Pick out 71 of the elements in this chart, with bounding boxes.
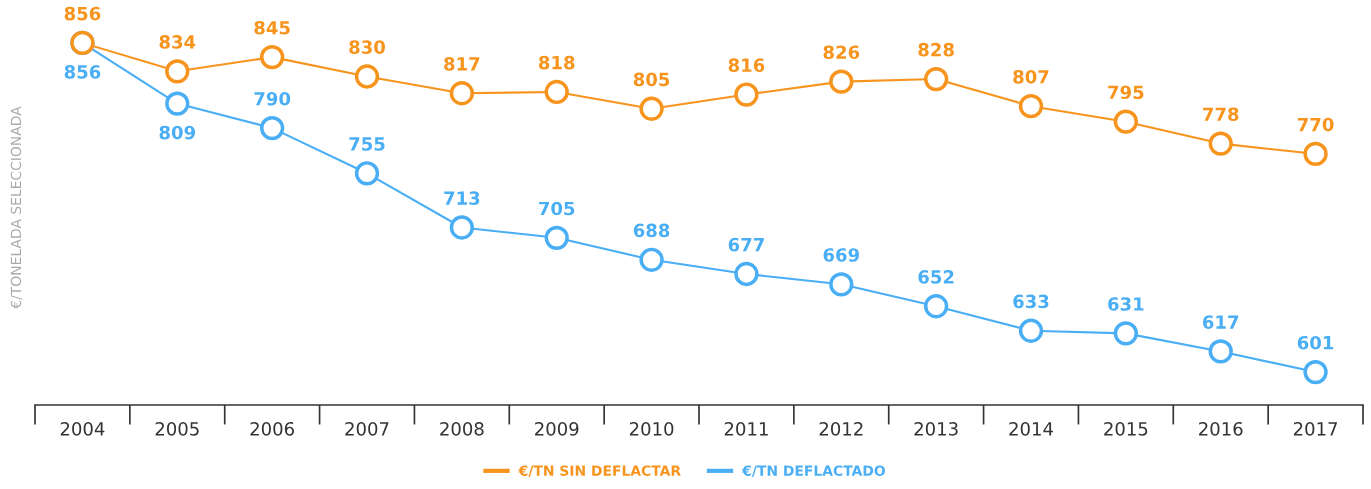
data-label: 652 xyxy=(918,270,954,284)
legend-label: €/TN DEFLACTADO xyxy=(741,465,885,478)
point xyxy=(734,261,759,287)
data-label: 856 xyxy=(64,6,101,21)
data-label: 669 xyxy=(823,248,859,262)
x-tick-label: 2013 xyxy=(914,421,958,436)
x-tick-label: 2017 xyxy=(1293,421,1337,436)
x-tick-label: 2005 xyxy=(155,421,199,436)
point xyxy=(544,79,569,105)
point xyxy=(1018,94,1044,119)
point xyxy=(639,96,664,121)
point xyxy=(829,272,854,297)
point xyxy=(1113,109,1139,134)
data-label: 807 xyxy=(1013,69,1049,84)
data-label: 790 xyxy=(254,91,291,106)
data-label: 705 xyxy=(539,201,575,216)
data-label: 834 xyxy=(159,35,196,49)
data-label: 816 xyxy=(728,58,765,73)
data-label: 778 xyxy=(1203,107,1239,122)
x-tick-label: 2011 xyxy=(724,421,768,436)
data-label: 856 xyxy=(64,65,101,79)
point xyxy=(923,294,949,319)
data-label: 826 xyxy=(823,45,860,60)
point xyxy=(449,81,475,106)
x-tick-label: 2010 xyxy=(629,421,674,436)
point xyxy=(923,66,949,92)
data-label: 633 xyxy=(1013,294,1049,309)
x-tick-label: 2007 xyxy=(345,421,389,436)
x-tick-label: 2015 xyxy=(1104,421,1148,436)
data-label: 677 xyxy=(728,237,764,252)
x-tick-label: 2006 xyxy=(250,421,294,436)
data-label: 617 xyxy=(1202,315,1239,329)
data-label: 755 xyxy=(349,137,385,151)
x-tick-label: 2014 xyxy=(1009,421,1053,436)
data-label: 631 xyxy=(1108,297,1144,311)
point xyxy=(829,69,854,94)
point xyxy=(259,44,285,70)
data-label: 809 xyxy=(159,125,195,140)
data-label: 828 xyxy=(918,42,954,57)
data-label: 817 xyxy=(444,57,480,71)
point xyxy=(354,161,380,186)
data-label: 818 xyxy=(538,55,575,70)
point xyxy=(734,82,759,107)
data-label: 601 xyxy=(1297,335,1334,350)
point xyxy=(165,91,190,116)
point xyxy=(449,215,475,240)
point xyxy=(354,64,380,89)
data-label: 795 xyxy=(1108,85,1144,100)
x-tick-label: 2008 xyxy=(440,421,484,436)
point xyxy=(1208,131,1233,156)
data-label: 688 xyxy=(633,223,670,238)
x-tick-label: 2009 xyxy=(535,421,579,436)
data-label: 830 xyxy=(349,40,385,54)
data-label: 805 xyxy=(633,72,670,87)
point xyxy=(259,115,285,141)
data-label: 770 xyxy=(1297,117,1334,132)
data-label: 845 xyxy=(254,20,290,35)
point xyxy=(1208,339,1233,364)
point xyxy=(165,59,190,84)
data-label: 713 xyxy=(444,191,480,205)
point xyxy=(1113,321,1139,346)
point xyxy=(1018,318,1044,343)
x-tick-label: 2016 xyxy=(1199,421,1243,436)
x-tick-label: 2004 xyxy=(60,421,105,436)
point xyxy=(639,247,664,272)
x-tick-label: 2012 xyxy=(819,421,863,436)
y-axis-title: €/TONELADA SELECCIONADA xyxy=(10,106,23,309)
point xyxy=(1303,141,1328,167)
point xyxy=(1303,359,1328,385)
point xyxy=(544,225,569,250)
legend-label: €/TN SIN DEFLACTAR xyxy=(518,465,681,478)
